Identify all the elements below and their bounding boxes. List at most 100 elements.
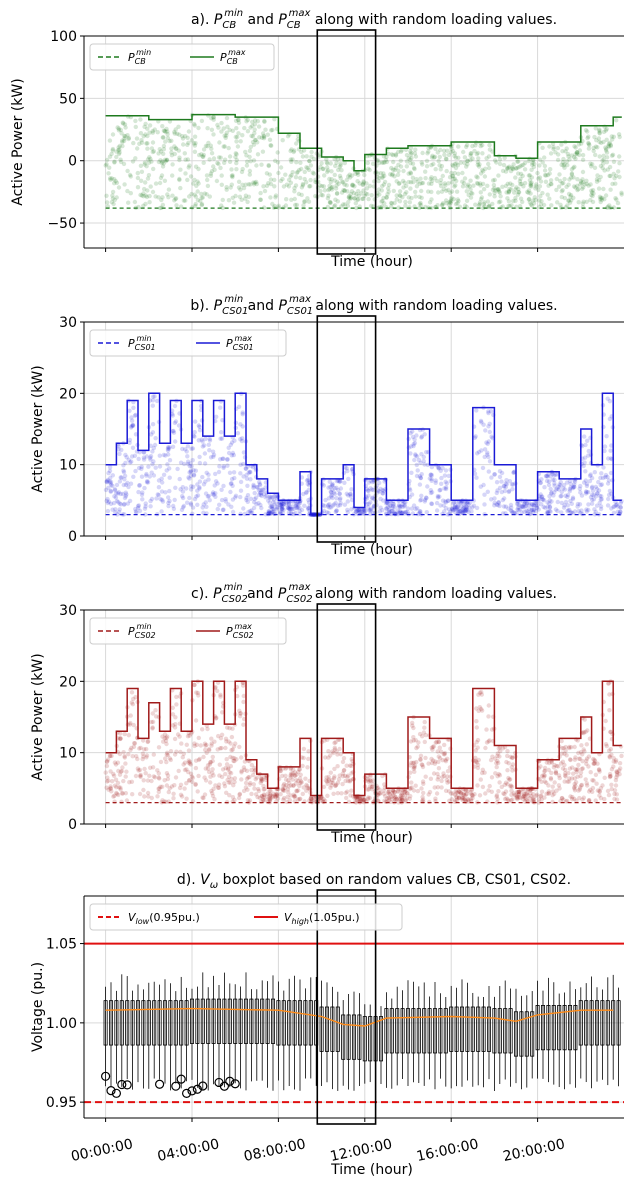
scatter-point [177, 155, 182, 160]
scatter-point [185, 444, 191, 449]
scatter-point [226, 450, 232, 456]
scatter-point [610, 137, 615, 142]
y-axis-label: Active Power (kW) [30, 365, 46, 492]
scatter-point [171, 428, 176, 434]
scatter-point [127, 498, 133, 504]
scatter-point [562, 762, 567, 768]
scatter-point [227, 470, 233, 475]
scatter-point [190, 775, 195, 780]
scatter-point [220, 767, 226, 772]
scatter-point [219, 120, 224, 126]
scatter-point [456, 507, 461, 512]
scatter-point [569, 501, 574, 506]
scatter-point [590, 193, 595, 199]
scatter-point [584, 781, 589, 786]
scatter-point [451, 163, 456, 169]
scatter-point [126, 733, 131, 738]
scatter-point [153, 708, 158, 713]
scatter-point [483, 428, 488, 433]
scatter-point [166, 789, 171, 795]
scatter-point [393, 152, 399, 157]
scatter-point [173, 775, 179, 780]
scatter-point [321, 784, 327, 790]
scatter-point [402, 504, 407, 509]
scatter-point [534, 505, 539, 510]
scatter-point [147, 123, 153, 128]
scatter-point [375, 158, 381, 163]
y-tick-label: 100 [50, 29, 77, 45]
scatter-point [562, 195, 568, 201]
scatter-point [540, 496, 545, 502]
scatter-point [214, 414, 219, 419]
scatter-point [226, 145, 231, 151]
scatter-point [300, 183, 306, 188]
scatter-point [355, 170, 360, 175]
scatter-point [609, 786, 614, 792]
scatter-point [143, 771, 148, 776]
scatter-point [160, 159, 165, 164]
scatter-point [485, 452, 490, 457]
scatter-point [522, 180, 528, 186]
scatter-point [248, 477, 253, 482]
scatter-point [132, 741, 137, 746]
scatter-point [170, 162, 175, 167]
scatter-point [188, 771, 194, 776]
scatter-point [320, 193, 325, 198]
scatter-point [158, 759, 164, 765]
highlight-box [316, 29, 377, 255]
scatter-point [110, 507, 115, 512]
scatter-point [226, 766, 231, 771]
scatter-point [362, 193, 367, 198]
scatter-point [538, 202, 544, 207]
x-tick-label: 20:00:00 [502, 1136, 567, 1165]
scatter-point [448, 791, 454, 796]
scatter-point [444, 481, 449, 486]
scatter-point [502, 796, 508, 802]
scatter-point [232, 797, 237, 803]
scatter-point [423, 732, 429, 738]
scatter-point [449, 197, 454, 202]
scatter-point [123, 490, 128, 495]
scatter-point [278, 178, 284, 184]
scatter-point [187, 194, 192, 199]
scatter-point [507, 777, 513, 782]
scatter-point [335, 179, 340, 185]
scatter-point [473, 434, 478, 439]
scatter-point [370, 479, 375, 485]
scatter-point [468, 178, 473, 183]
scatter-point [116, 145, 121, 150]
scatter-point [221, 144, 226, 149]
scatter-point [502, 488, 508, 494]
scatter-point [193, 194, 198, 199]
scatter-point [178, 167, 183, 172]
scatter-point [528, 181, 533, 186]
scatter-point [605, 396, 610, 401]
scatter-point [446, 473, 451, 479]
scatter-point [335, 487, 341, 493]
scatter-point [439, 163, 445, 169]
scatter-point [242, 125, 247, 131]
scatter-point [468, 187, 473, 192]
scatter-point [562, 162, 567, 167]
scatter-point [348, 191, 353, 197]
scatter-point [616, 132, 622, 137]
scatter-point [575, 187, 580, 193]
scatter-point [297, 167, 302, 173]
scatter-point [203, 747, 208, 753]
scatter-point [608, 187, 613, 192]
scatter-point [252, 180, 258, 185]
scatter-point [280, 138, 285, 143]
scatter-point [353, 201, 358, 206]
scatter-point [369, 193, 374, 198]
scatter-point [594, 138, 599, 143]
scatter-point [418, 203, 424, 208]
scatter-point [580, 201, 586, 206]
scatter-point [597, 788, 602, 794]
scatter-point [218, 436, 223, 441]
scatter-point [602, 448, 607, 454]
scatter-point [448, 509, 453, 514]
scatter-point [166, 500, 171, 506]
scatter-point [289, 197, 294, 202]
scatter-point [136, 489, 141, 495]
scatter-point [354, 205, 359, 211]
